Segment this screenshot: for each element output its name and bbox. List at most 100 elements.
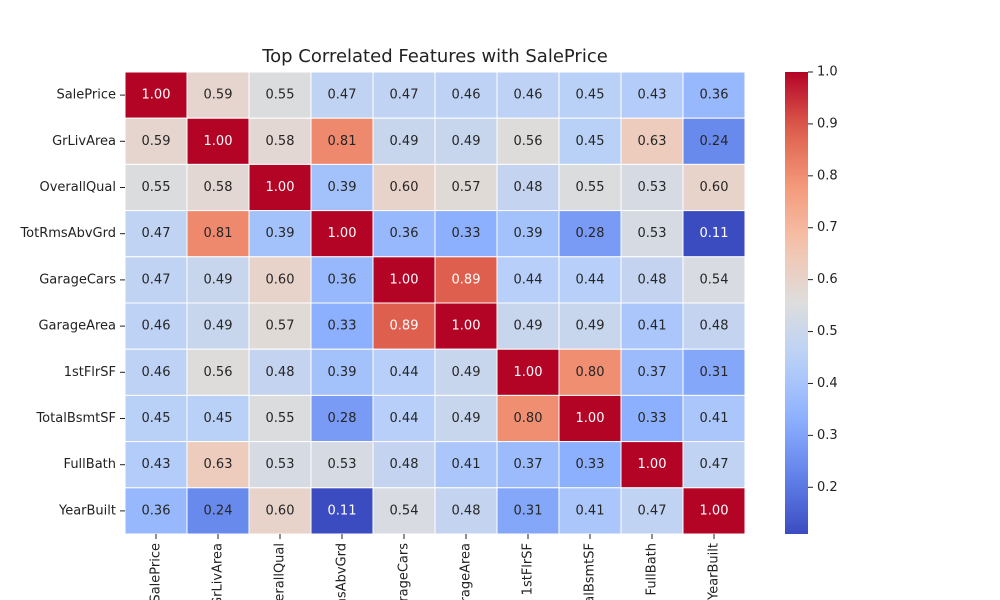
heatmap-cell xyxy=(620,394,684,443)
heatmap-cell xyxy=(620,117,684,165)
cell-label: 1.00 xyxy=(266,180,295,195)
heatmap-cell xyxy=(248,256,312,304)
heatmap-cell xyxy=(558,394,622,443)
heatmap-cell xyxy=(124,210,188,258)
cell-label: 0.49 xyxy=(514,319,543,334)
cell-label: 0.59 xyxy=(142,134,171,149)
y-tick-label: OverallQual xyxy=(39,180,116,195)
y-tick-label: GarageCars xyxy=(39,272,116,287)
heatmap-cell xyxy=(682,163,746,212)
cell-label: 0.89 xyxy=(452,272,481,287)
cell-label: 0.80 xyxy=(514,411,543,426)
cell-label: 0.55 xyxy=(142,180,171,195)
cell-label: 0.45 xyxy=(576,134,605,149)
cell-label: 0.45 xyxy=(142,411,171,426)
cell-label: 0.60 xyxy=(266,503,295,518)
cell-label: 0.45 xyxy=(576,88,605,103)
colorbar-tick-label: 0.5 xyxy=(817,324,838,339)
cell-label: 0.54 xyxy=(700,272,729,287)
heatmap-cell xyxy=(372,441,436,489)
cell-label: 0.59 xyxy=(204,88,233,103)
cell-label: 0.53 xyxy=(638,226,667,241)
heatmap-cell xyxy=(434,256,498,304)
cell-label: 0.47 xyxy=(328,88,357,103)
cell-label: 0.55 xyxy=(266,88,295,103)
heatmap-cell xyxy=(558,117,622,165)
heatmap-cell xyxy=(558,163,622,212)
cell-label: 0.48 xyxy=(638,272,667,287)
cell-label: 0.44 xyxy=(576,272,605,287)
cell-label: 0.53 xyxy=(328,457,357,472)
cell-label: 0.36 xyxy=(390,226,419,241)
cell-label: 0.63 xyxy=(638,134,667,149)
x-tick-label: SalePrice xyxy=(149,543,164,600)
cell-label: 0.60 xyxy=(700,180,729,195)
x-tick-label: GarageCars xyxy=(397,543,412,600)
heatmap-cell xyxy=(496,163,560,212)
cell-label: 0.44 xyxy=(390,365,419,380)
cell-label: 0.49 xyxy=(452,134,481,149)
x-tick-label: GrLivArea xyxy=(211,543,226,600)
heatmap-cell xyxy=(186,441,250,489)
cell-label: 0.47 xyxy=(142,272,171,287)
heatmap-cell xyxy=(620,163,684,212)
cell-label: 0.49 xyxy=(452,365,481,380)
cell-label: 0.56 xyxy=(514,134,543,149)
cell-label: 0.49 xyxy=(204,272,233,287)
cell-label: 0.58 xyxy=(266,134,295,149)
heatmap-cell xyxy=(558,348,622,396)
cell-label: 0.37 xyxy=(638,365,667,380)
heatmap-cell xyxy=(248,394,312,443)
cell-label: 0.31 xyxy=(700,365,729,380)
cell-label: 0.24 xyxy=(204,503,233,518)
cell-label: 0.47 xyxy=(638,503,667,518)
cell-label: 0.39 xyxy=(514,226,543,241)
cell-label: 0.11 xyxy=(700,226,729,241)
cell-label: 0.49 xyxy=(204,319,233,334)
heatmap-cell xyxy=(558,487,622,535)
heatmap-cell xyxy=(620,302,684,350)
heatmap-cell xyxy=(682,487,746,535)
cell-label: 0.48 xyxy=(700,319,729,334)
cell-label: 0.57 xyxy=(266,319,295,334)
x-tick-label: TotalBsmtSF xyxy=(583,543,598,600)
heatmap-cell xyxy=(496,348,560,396)
x-tick-label: 1stFlrSF xyxy=(521,543,536,595)
cell-label: 0.58 xyxy=(204,180,233,195)
cell-label: 0.49 xyxy=(452,411,481,426)
cell-label: 0.46 xyxy=(452,88,481,103)
y-tick-label: SalePrice xyxy=(56,88,116,103)
cell-label: 0.48 xyxy=(514,180,543,195)
heatmap-cell xyxy=(186,394,250,443)
cell-label: 1.00 xyxy=(514,365,543,380)
heatmap-cell xyxy=(682,348,746,396)
cell-label: 0.54 xyxy=(390,503,419,518)
cell-label: 0.49 xyxy=(576,319,605,334)
cell-label: 0.37 xyxy=(514,457,543,472)
heatmap-cell xyxy=(248,441,312,489)
cell-label: 0.44 xyxy=(390,411,419,426)
heatmap-cell xyxy=(682,441,746,489)
heatmap-cell xyxy=(434,71,498,119)
heatmap-cell xyxy=(682,71,746,119)
cell-label: 0.55 xyxy=(266,411,295,426)
heatmap-cell xyxy=(186,163,250,212)
heatmap-cell xyxy=(186,256,250,304)
cell-label: 0.48 xyxy=(452,503,481,518)
cell-label: 0.45 xyxy=(204,411,233,426)
cell-label: 0.39 xyxy=(328,365,357,380)
cell-label: 0.89 xyxy=(390,319,419,334)
cell-label: 0.48 xyxy=(266,365,295,380)
cell-label: 1.00 xyxy=(390,272,419,287)
colorbar-tick-label: 0.3 xyxy=(817,428,838,443)
heatmap-cell xyxy=(310,441,374,489)
colorbar-tick-label: 0.6 xyxy=(817,272,838,287)
heatmap-cell xyxy=(124,487,188,535)
cell-label: 0.39 xyxy=(266,226,295,241)
heatmap-cell xyxy=(496,256,560,304)
y-tick-label: YearBuilt xyxy=(58,503,116,518)
cell-label: 0.63 xyxy=(204,457,233,472)
y-tick-label: FullBath xyxy=(64,457,116,472)
cell-label: 0.53 xyxy=(638,180,667,195)
